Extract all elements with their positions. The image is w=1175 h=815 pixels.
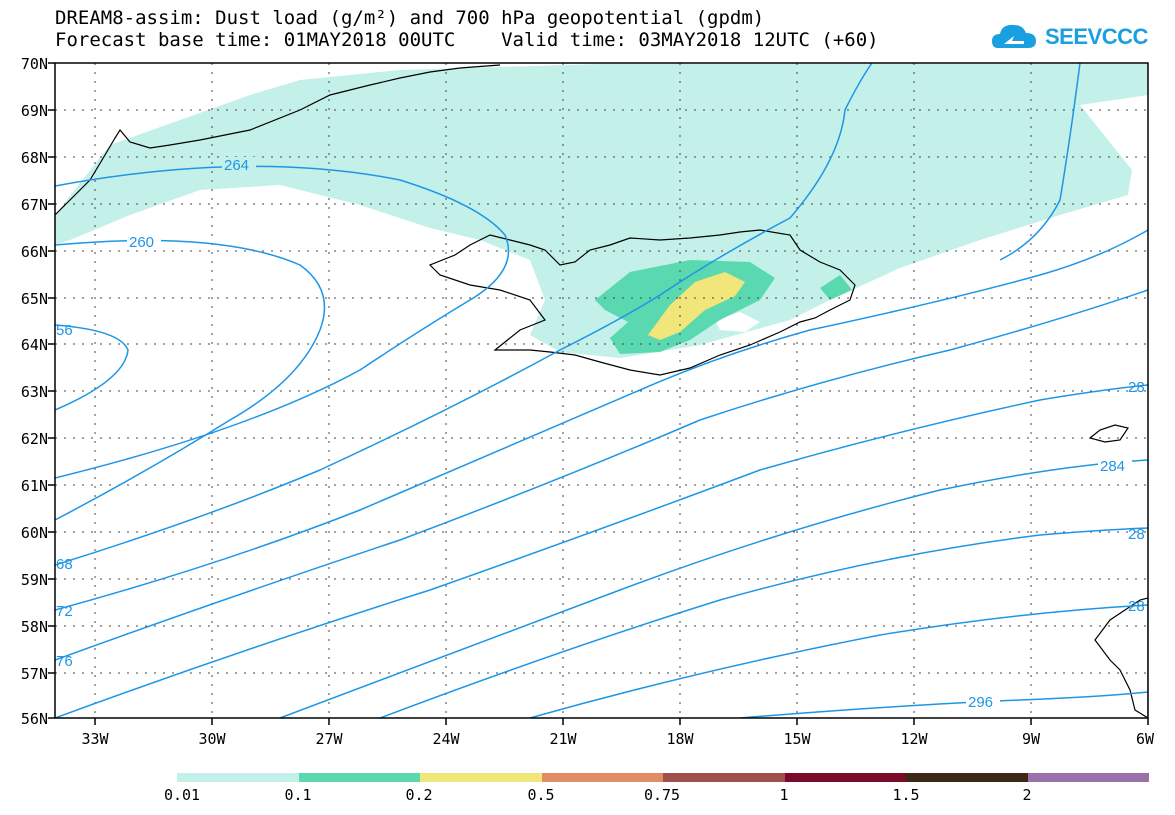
dust-area-mid-east (820, 275, 852, 300)
lat-label: 59N (20, 571, 48, 589)
lon-label: 27W (315, 730, 343, 748)
cloud-logo-icon (992, 24, 1036, 48)
lat-label: 64N (20, 336, 48, 354)
lon-label: 21W (549, 730, 577, 748)
lat-label: 62N (20, 430, 48, 448)
contour-label: 76 (56, 653, 73, 670)
contour-label: 28 (1128, 526, 1145, 543)
colorbar-segment (906, 773, 1028, 782)
contour-label: 296 (968, 694, 993, 711)
lat-label: 57N (20, 665, 48, 683)
lat-label: 70N (20, 55, 48, 73)
lat-label: 56N (20, 710, 48, 728)
colorbar-label: 1.5 (892, 786, 920, 804)
colorbar-label: 0.2 (405, 786, 433, 804)
lat-label: 60N (20, 524, 48, 542)
colorbar-segment (1027, 773, 1149, 782)
colorbar-label: 2 (1022, 786, 1032, 804)
lon-label: 33W (81, 730, 109, 748)
scotland-coast (1094, 597, 1148, 718)
colorbar-label: 0.5 (527, 786, 555, 804)
lat-label: 69N (20, 102, 48, 120)
contour-labels: 264 260 56 68 72 76 28 284 28 28 296 (56, 157, 1145, 711)
geopotential-contours (55, 63, 1148, 718)
contour-label: 28 (1128, 598, 1145, 615)
colorbar-label: 0.01 (163, 786, 201, 804)
lat-label: 66N (20, 243, 48, 261)
lon-label: 24W (432, 730, 460, 748)
lat-label: 63N (20, 383, 48, 401)
map-title-line-1: DREAM8-assim: Dust load (g/m²) and 700 h… (55, 7, 765, 29)
dust-area-low (55, 64, 1148, 358)
colorbar (177, 773, 1149, 782)
contour-label: 68 (56, 556, 73, 573)
contour-label: 284 (1100, 458, 1125, 475)
lon-label: 30W (198, 730, 226, 748)
lon-label: 12W (900, 730, 928, 748)
dust-area-white-patch (715, 312, 760, 332)
map-title-line-2: Forecast base time: 01MAY2018 00UTC Vali… (55, 29, 879, 51)
lon-label: 9W (1021, 730, 1041, 748)
lat-label: 68N (20, 149, 48, 167)
greenland-coast (55, 64, 501, 216)
colorbar-segment (663, 773, 785, 782)
iceland-coast (428, 229, 856, 376)
colorbar-label: 0.75 (643, 786, 681, 804)
colorbar-segment (420, 773, 542, 782)
contour-label: 260 (129, 234, 154, 251)
lat-label: 61N (20, 477, 48, 495)
coastlines (55, 64, 1148, 718)
lon-label: 18W (666, 730, 694, 748)
brand-logo-text: SEEVCCC (1045, 24, 1148, 49)
colorbar-segment (177, 773, 299, 782)
contour-label: 264 (224, 157, 249, 174)
lat-label: 67N (20, 196, 48, 214)
lon-label: 6W (1135, 730, 1155, 748)
contour-label: 56 (56, 322, 73, 339)
lat-label: 58N (20, 618, 48, 636)
lat-label: 65N (20, 290, 48, 308)
colorbar-segment (541, 773, 663, 782)
colorbar-label: 1 (779, 786, 789, 804)
colorbar-segment (784, 773, 906, 782)
contour-label: 72 (56, 603, 73, 620)
faroe-coast (1088, 424, 1129, 443)
contour-label: 28 (1128, 379, 1145, 396)
colorbar-label: 0.1 (284, 786, 312, 804)
colorbar-segment (298, 773, 420, 782)
dust-area-high (648, 272, 745, 340)
lon-label: 15W (783, 730, 811, 748)
axis-ticks (48, 62, 1149, 725)
